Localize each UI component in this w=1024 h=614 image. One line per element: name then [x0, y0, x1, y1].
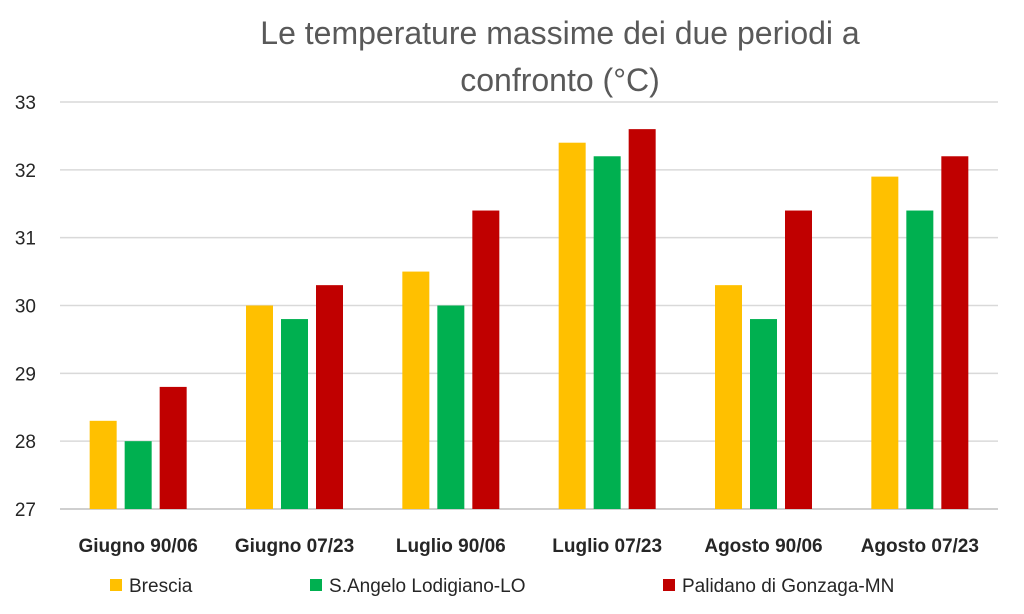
bar: [906, 210, 934, 510]
legend-item: Brescia: [110, 576, 193, 597]
legend-swatch: [110, 579, 122, 591]
bar: [941, 156, 969, 509]
x-tick-label: Agosto 90/06: [704, 536, 822, 557]
bar: [558, 142, 586, 509]
y-tick-label: 27: [15, 500, 36, 521]
y-tick-label: 30: [15, 297, 36, 318]
x-tick-label: Giugno 90/06: [79, 536, 198, 557]
x-tick-label: Giugno 07/23: [235, 536, 354, 557]
bar: [316, 285, 343, 509]
bar: [246, 305, 273, 509]
bar: [628, 129, 656, 509]
legend-swatch: [663, 579, 675, 591]
bar: [593, 156, 621, 509]
y-tick-label: 29: [15, 364, 36, 385]
gridlines: [60, 101, 998, 510]
bar: [89, 420, 117, 509]
bar: [159, 386, 187, 509]
bar: [281, 319, 308, 509]
legend-label: Palidano di Gonzaga-MN: [682, 576, 894, 597]
legend-item: Palidano di Gonzaga-MN: [663, 576, 894, 597]
chart-title-line-1: Le temperature massime dei due periodi a: [260, 15, 860, 51]
y-axis-ticks: 27 28 29 30 31 32 33: [15, 93, 36, 521]
legend-item: S.Angelo Lodigiano-LO: [310, 576, 525, 597]
chart-title-line-2: confronto (°C): [460, 62, 660, 98]
x-tick-label: Luglio 07/23: [552, 536, 662, 557]
bar: [437, 305, 465, 509]
x-axis-ticks: Giugno 90/06 Giugno 07/23 Luglio 90/06 Lugl…: [79, 536, 979, 557]
y-tick-label: 32: [15, 161, 36, 182]
x-tick-label: Agosto 07/23: [861, 536, 979, 557]
bar: [715, 285, 742, 509]
bar: [402, 271, 430, 509]
y-tick-label: 28: [15, 432, 36, 453]
bars: [89, 129, 969, 510]
x-tick-label: Luglio 90/06: [396, 536, 506, 557]
legend-label: S.Angelo Lodigiano-LO: [329, 576, 525, 597]
bar: [785, 210, 812, 510]
y-tick-label: 33: [15, 93, 36, 114]
legend: Brescia S.Angelo Lodigiano-LO Palidano di …: [110, 576, 894, 597]
y-tick-label: 31: [15, 229, 36, 250]
bar: [472, 210, 500, 510]
legend-swatch: [310, 579, 322, 591]
bar: [124, 441, 152, 509]
bar: [871, 176, 899, 509]
legend-label: Brescia: [129, 576, 193, 597]
bar: [750, 319, 777, 509]
